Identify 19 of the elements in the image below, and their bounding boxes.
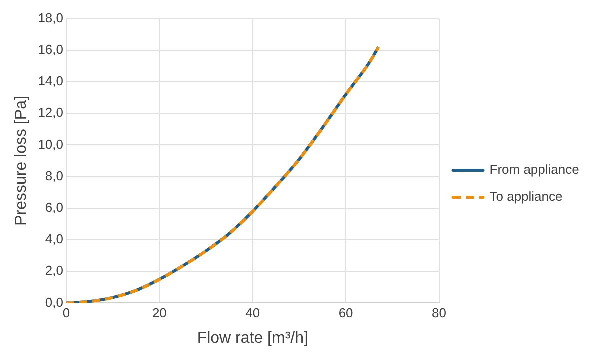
- legend-label: To appliance: [490, 189, 563, 204]
- x-tick-label: 0: [62, 306, 70, 321]
- y-tick-label: 12,0: [38, 105, 64, 120]
- y-tick-label: 4,0: [45, 232, 64, 247]
- x-tick-label: 40: [246, 306, 260, 321]
- x-tick-label: 60: [338, 306, 354, 321]
- y-tick-label: 6,0: [45, 200, 64, 215]
- legend-label: From appliance: [490, 162, 580, 178]
- y-tick-label: 18,0: [38, 10, 64, 26]
- x-tick-label: 20: [152, 306, 167, 321]
- y-tick-label: 2,0: [45, 263, 64, 278]
- y-tick-label: 14,0: [38, 74, 64, 89]
- y-tick-label: 0,0: [45, 294, 64, 310]
- y-tick-label: 8,0: [45, 168, 64, 184]
- y-tick-label: 10,0: [38, 136, 64, 152]
- y-tick-label: 16,0: [38, 42, 64, 57]
- x-axis-title: Flow rate [m³/h]: [197, 330, 308, 347]
- y-axis-title: Pressure loss [Pa]: [13, 96, 30, 226]
- x-tick-label: 80: [432, 306, 446, 321]
